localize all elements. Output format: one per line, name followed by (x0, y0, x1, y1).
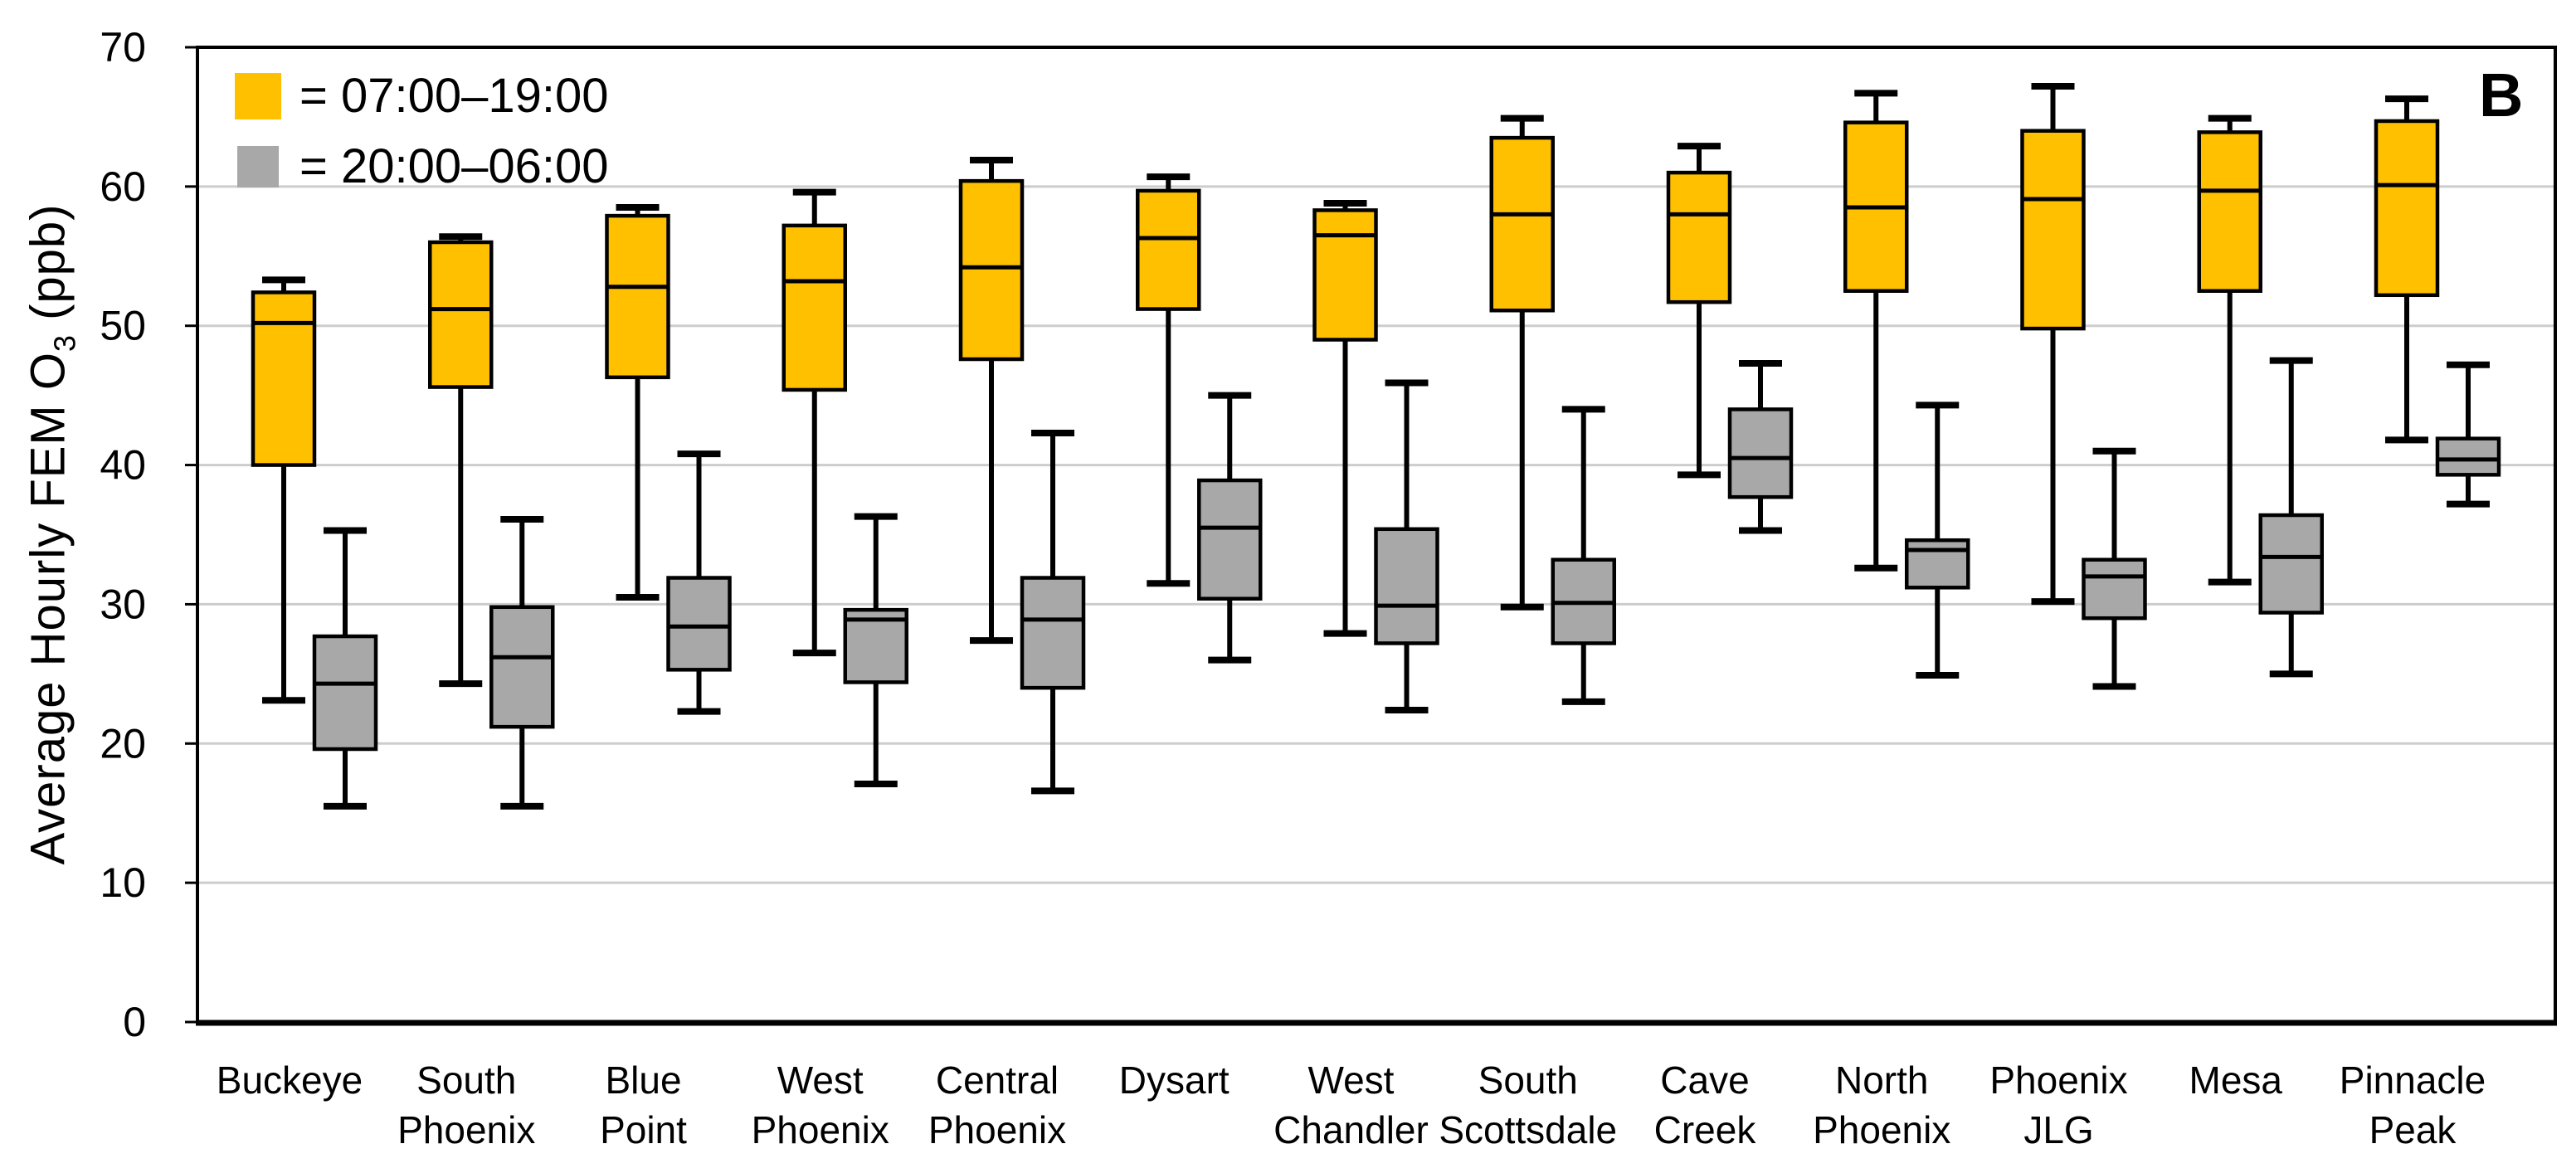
category-label-central-phoenix-line2: Phoenix (928, 1108, 1066, 1151)
box-night-buckeye (312, 527, 378, 810)
y-tick-label-50: 50 (100, 303, 146, 349)
iqr-box (1905, 538, 1970, 590)
figure-label: B (2479, 61, 2524, 129)
legend-swatch-day-icon (235, 72, 281, 119)
legend-label-night: = 20:00–06:00 (299, 139, 609, 193)
box-day-south-phoenix (428, 233, 494, 688)
box-day-mesa (2197, 114, 2262, 586)
category-label-pinnacle-peak-line2: Peak (2369, 1108, 2457, 1151)
category-label-south-phoenix-line1: South (416, 1059, 516, 1102)
y-tick-label-40: 40 (100, 442, 146, 489)
iqr-box (782, 223, 847, 392)
box-day-buckeye (251, 276, 317, 704)
box-day-phoenix-jlg (2020, 83, 2086, 606)
category-label-blue-point-line1: Blue (605, 1059, 681, 1102)
box-night-north-phoenix (1905, 402, 1970, 679)
legend-swatch-night-icon (237, 145, 279, 187)
box-day-cave-creek (1666, 143, 1732, 479)
y-tick-label-30: 30 (100, 581, 146, 627)
box-day-west-phoenix (782, 188, 847, 657)
iqr-box (251, 290, 317, 467)
category-label-west-phoenix-line1: West (777, 1059, 864, 1102)
box-night-phoenix-jlg (2082, 447, 2147, 690)
y-axis-title-unit: (ppb) (21, 203, 75, 335)
y-axis-title: Average Hourly FEM O3 (ppb) (21, 204, 83, 865)
category-label-blue-point-line2: Point (600, 1108, 687, 1151)
iqr-box (1727, 407, 1794, 499)
box-night-cave-creek (1727, 360, 1794, 534)
category-label-central-phoenix-line1: Central (936, 1059, 1059, 1102)
y-tick-label-10: 10 (100, 859, 146, 906)
box-night-dysart (1197, 392, 1263, 664)
y-axis-title-subscript: 3 (47, 334, 82, 353)
iqr-box (958, 178, 1025, 362)
category-label-south-phoenix-line2: Phoenix (397, 1108, 535, 1151)
category-label-pinnacle-peak-line1: Pinnacle (2340, 1059, 2486, 1102)
category-label-north-phoenix-line2: Phoenix (1813, 1108, 1950, 1151)
y-tick-label-20: 20 (100, 720, 146, 767)
iqr-box (666, 576, 732, 672)
box-day-dysart (1136, 173, 1201, 587)
box-day-blue-point (605, 204, 670, 601)
category-label-south-scottsdale-line2: Scottsdale (1439, 1108, 1617, 1151)
iqr-box (489, 605, 555, 729)
box-day-west-chandler (1312, 200, 1378, 637)
legend-item-day: = 07:00–19:00 (235, 70, 609, 123)
iqr-box (1020, 576, 1086, 690)
category-label-south-scottsdale-line1: South (1478, 1059, 1578, 1102)
iqr-box (2435, 436, 2501, 477)
box-night-south-scottsdale (1551, 406, 1616, 705)
iqr-box (2020, 129, 2086, 331)
iqr-box (1666, 170, 1732, 304)
iqr-box (1489, 135, 1555, 313)
box-night-blue-point (666, 450, 732, 715)
legend-item-night: = 20:00–06:00 (235, 139, 609, 193)
iqr-box (605, 213, 670, 380)
category-label-west-chandler-line2: Chandler (1273, 1108, 1429, 1151)
category-label-mesa-line1: Mesa (2189, 1059, 2283, 1102)
iqr-box (1136, 188, 1201, 311)
iqr-box (2258, 513, 2324, 615)
box-day-north-phoenix (1843, 90, 1909, 572)
category-label-north-phoenix-line1: North (1835, 1059, 1928, 1102)
legend-label-day: = 07:00–19:00 (299, 69, 609, 123)
y-tick-label-0: 0 (123, 999, 146, 1045)
category-label-dysart-line1: Dysart (1119, 1059, 1230, 1102)
y-tick-label-60: 60 (100, 163, 146, 210)
y-tick-label-70: 70 (100, 24, 146, 71)
category-label-cave-creek-line2: Creek (1654, 1108, 1757, 1151)
iqr-box (2082, 557, 2147, 621)
iqr-box (1197, 478, 1263, 601)
category-label-west-phoenix-line2: Phoenix (752, 1108, 889, 1151)
box-night-pinnacle-peak (2435, 361, 2501, 508)
iqr-box (1374, 527, 1439, 645)
box-night-south-phoenix (489, 516, 555, 810)
box-night-west-chandler (1374, 379, 1439, 713)
iqr-box (1312, 208, 1378, 342)
iqr-box (843, 607, 908, 684)
box-night-mesa (2258, 357, 2324, 678)
box-day-pinnacle-peak (2374, 95, 2440, 444)
category-label-west-chandler-line1: West (1308, 1059, 1395, 1102)
box-night-central-phoenix (1020, 429, 1086, 795)
category-label-phoenix-jlg-line1: Phoenix (1989, 1059, 2127, 1102)
iqr-box (428, 240, 494, 389)
iqr-box (2197, 130, 2262, 293)
box-night-west-phoenix (843, 513, 908, 787)
category-label-cave-creek-line1: Cave (1660, 1059, 1749, 1102)
iqr-box (312, 634, 378, 752)
box-day-central-phoenix (958, 156, 1025, 645)
category-label-phoenix-jlg-line2: JLG (2023, 1108, 2093, 1151)
y-axis-title-main: Average Hourly FEM O (21, 352, 75, 865)
legend: = 07:00–19:00 = 20:00–06:00 (235, 70, 609, 193)
category-label-buckeye-line1: Buckeye (217, 1059, 363, 1102)
box-day-south-scottsdale (1489, 114, 1555, 611)
iqr-box (2374, 119, 2440, 298)
